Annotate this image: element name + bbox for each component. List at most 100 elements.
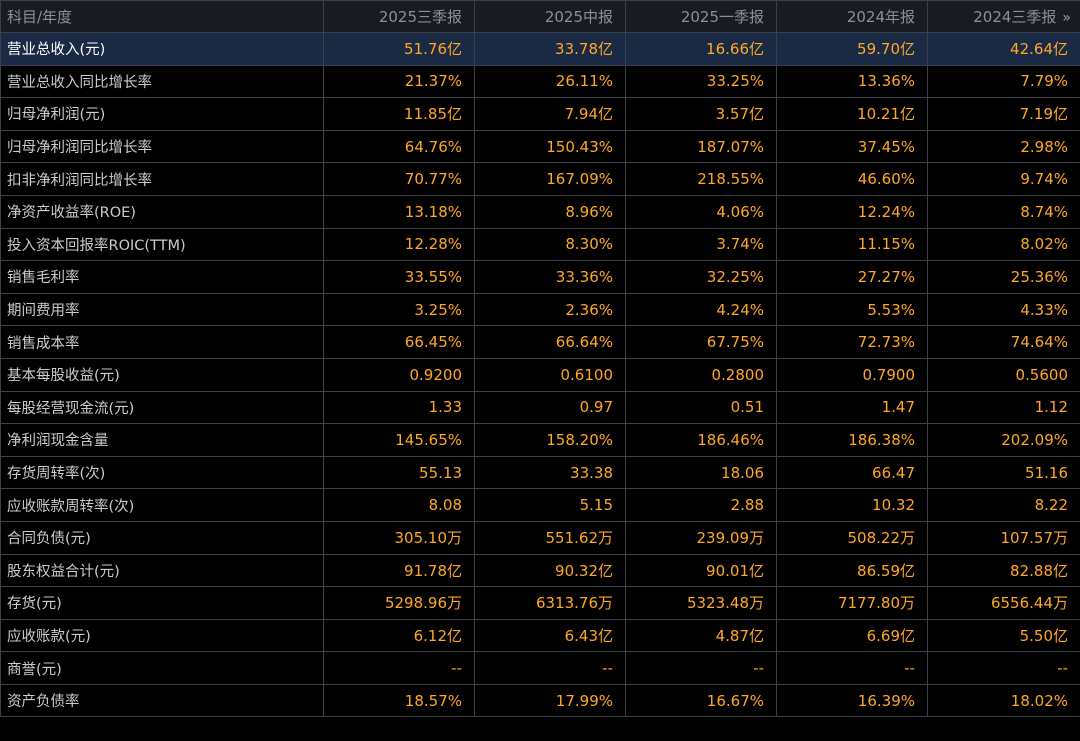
table-cell: 12.24%: [776, 194, 928, 229]
table-cell: 5.15: [474, 488, 626, 522]
table-row[interactable]: 营业总收入(元) 51.76亿 33.78亿 16.66亿 59.70亿 42.64亿: [0, 32, 1080, 66]
table-cell: 0.51: [625, 390, 777, 425]
table-row[interactable]: 资产负债率 18.57% 17.99% 16.67% 16.39% 18.02%: [0, 683, 1080, 718]
row-label: 应收账款(元): [0, 618, 324, 653]
table-cell: 187.07%: [625, 129, 777, 164]
column-header[interactable]: 2025一季报: [625, 0, 777, 33]
column-header[interactable]: 2025三季报: [323, 0, 475, 33]
table-row[interactable]: 应收账款周转率(次) 8.08 5.15 2.88 10.32 8.22: [0, 488, 1080, 522]
row-label: 净利润现金含量: [0, 423, 324, 457]
table-cell: 72.73%: [776, 325, 928, 359]
table-row[interactable]: 扣非净利润同比增长率 70.77% 167.09% 218.55% 46.60% 9.74…: [0, 162, 1080, 196]
row-label: 商誉(元): [0, 651, 324, 685]
double-chevron-right-icon[interactable]: »: [1062, 10, 1070, 26]
table-cell: 66.47: [776, 455, 928, 490]
table-cell: 55.13: [323, 455, 475, 490]
table-cell: 12.28%: [323, 227, 475, 262]
row-label: 扣非净利润同比增长率: [0, 162, 324, 196]
table-row[interactable]: 股东权益合计(元) 91.78亿 90.32亿 90.01亿 86.59亿 82.88亿: [0, 553, 1080, 588]
table-cell: 16.66亿: [625, 32, 777, 66]
table-cell: 0.5600: [927, 357, 1080, 392]
table-cell: 10.21亿: [776, 97, 928, 131]
table-cell: 33.25%: [625, 64, 777, 99]
table-row[interactable]: 存货(元) 5298.96万 6313.76万 5323.48万 7177.80万 655…: [0, 586, 1080, 620]
row-label: 净资产收益率(ROE): [0, 194, 324, 229]
table-cell: 64.76%: [323, 129, 475, 164]
table-row[interactable]: 销售毛利率 33.55% 33.36% 32.25% 27.27% 25.36%: [0, 260, 1080, 294]
table-cell: 90.01亿: [625, 553, 777, 588]
table-cell: 90.32亿: [474, 553, 626, 588]
table-cell: 167.09%: [474, 162, 626, 196]
table-row[interactable]: 存货周转率(次) 55.13 33.38 18.06 66.47 51.16: [0, 455, 1080, 490]
table-cell: 0.97: [474, 390, 626, 425]
table-cell: --: [776, 651, 928, 685]
table-cell: 27.27%: [776, 260, 928, 294]
table-row[interactable]: 期间费用率 3.25% 2.36% 4.24% 5.53% 4.33%: [0, 292, 1080, 327]
table-row[interactable]: 净利润现金含量 145.65% 158.20% 186.46% 186.38% 202.0…: [0, 423, 1080, 457]
table-row[interactable]: 基本每股收益(元) 0.9200 0.6100 0.2800 0.7900 0.5600: [0, 357, 1080, 392]
table-cell: 33.78亿: [474, 32, 626, 66]
table-cell: 5.53%: [776, 292, 928, 327]
table-cell: 16.67%: [625, 683, 777, 718]
table-cell: 5.50亿: [927, 618, 1080, 653]
table-cell: 46.60%: [776, 162, 928, 196]
row-label: 投入资本回报率ROIC(TTM): [0, 227, 324, 262]
table-cell: 6313.76万: [474, 586, 626, 620]
table-cell: 33.36%: [474, 260, 626, 294]
table-cell: 0.2800: [625, 357, 777, 392]
column-header-last[interactable]: 2024三季报 »: [927, 0, 1080, 33]
table-cell: 5298.96万: [323, 586, 475, 620]
table-row[interactable]: 归母净利润(元) 11.85亿 7.94亿 3.57亿 10.21亿 7.19亿: [0, 97, 1080, 131]
table-cell: 3.57亿: [625, 97, 777, 131]
table-cell: 16.39%: [776, 683, 928, 718]
table-cell: 13.18%: [323, 194, 475, 229]
table-row[interactable]: 归母净利润同比增长率 64.76% 150.43% 187.07% 37.45% 2.98…: [0, 129, 1080, 164]
corner-label: 科目/年度: [0, 0, 324, 33]
table-cell: 8.22: [927, 488, 1080, 522]
table-cell: --: [927, 651, 1080, 685]
row-label: 存货(元): [0, 586, 324, 620]
row-label: 归母净利润同比增长率: [0, 129, 324, 164]
table-cell: 17.99%: [474, 683, 626, 718]
table-cell: 3.74%: [625, 227, 777, 262]
column-header[interactable]: 2024年报: [776, 0, 928, 33]
table-row[interactable]: 销售成本率 66.45% 66.64% 67.75% 72.73% 74.64%: [0, 325, 1080, 359]
table-cell: 1.12: [927, 390, 1080, 425]
table-cell: 0.6100: [474, 357, 626, 392]
table-cell: 0.7900: [776, 357, 928, 392]
table-cell: 59.70亿: [776, 32, 928, 66]
column-header[interactable]: 2025中报: [474, 0, 626, 33]
table-row[interactable]: 商誉(元) -- -- -- -- --: [0, 651, 1080, 685]
table-cell: 8.02%: [927, 227, 1080, 262]
table-cell: 86.59亿: [776, 553, 928, 588]
row-label: 营业总收入(元): [0, 32, 324, 66]
table-row[interactable]: 应收账款(元) 6.12亿 6.43亿 4.87亿 6.69亿 5.50亿: [0, 618, 1080, 653]
table-cell: 82.88亿: [927, 553, 1080, 588]
table-cell: 239.09万: [625, 520, 777, 555]
row-label: 每股经营现金流(元): [0, 390, 324, 425]
table-row[interactable]: 每股经营现金流(元) 1.33 0.97 0.51 1.47 1.12: [0, 390, 1080, 425]
table-cell: 202.09%: [927, 423, 1080, 457]
table-cell: 3.25%: [323, 292, 475, 327]
table-cell: 25.36%: [927, 260, 1080, 294]
row-label: 资产负债率: [0, 683, 324, 718]
table-row[interactable]: 合同负债(元) 305.10万 551.62万 239.09万 508.22万 107.5…: [0, 520, 1080, 555]
table-cell: 37.45%: [776, 129, 928, 164]
table-cell: 21.37%: [323, 64, 475, 99]
table-cell: 145.65%: [323, 423, 475, 457]
table-cell: 305.10万: [323, 520, 475, 555]
table-row[interactable]: 投入资本回报率ROIC(TTM) 12.28% 8.30% 3.74% 11.15% 8.…: [0, 227, 1080, 262]
row-label: 股东权益合计(元): [0, 553, 324, 588]
table-header-row: 科目/年度 2025三季报 2025中报 2025一季报 2024年报 2024…: [0, 0, 1080, 33]
table-cell: 33.38: [474, 455, 626, 490]
table-cell: 8.96%: [474, 194, 626, 229]
table-cell: 66.64%: [474, 325, 626, 359]
table-row[interactable]: 营业总收入同比增长率 21.37% 26.11% 33.25% 13.36% 7.79%: [0, 64, 1080, 99]
table-cell: 11.15%: [776, 227, 928, 262]
table-cell: 150.43%: [474, 129, 626, 164]
table-cell: 51.76亿: [323, 32, 475, 66]
table-row[interactable]: 净资产收益率(ROE) 13.18% 8.96% 4.06% 12.24% 8.74%: [0, 194, 1080, 229]
table-cell: 18.06: [625, 455, 777, 490]
table-cell: 4.33%: [927, 292, 1080, 327]
table-cell: --: [625, 651, 777, 685]
